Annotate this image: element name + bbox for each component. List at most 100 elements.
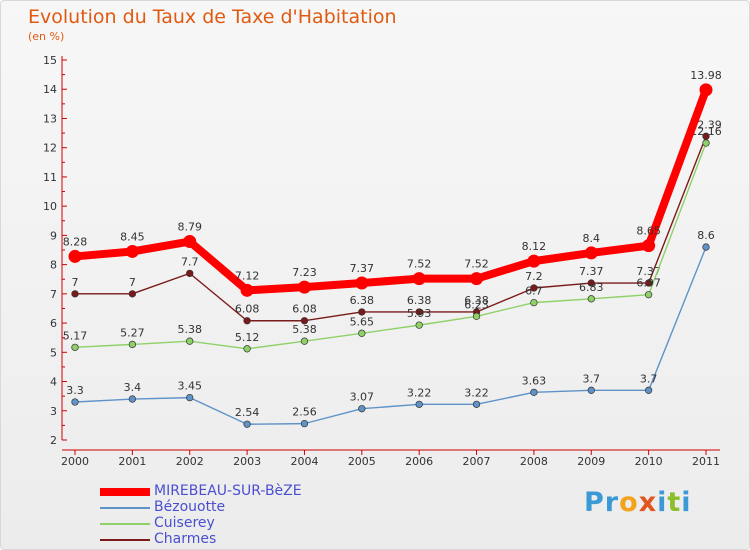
data-point-mirebeau-sur-b-ze: [240, 283, 254, 297]
data-label-mirebeau-sur-b-ze: 7.23: [292, 266, 317, 279]
y-tick-label: 11: [43, 171, 57, 184]
data-point-b-zouotte: [128, 395, 137, 403]
data-label-charmes: 7: [72, 276, 79, 289]
data-label-mirebeau-sur-b-ze: 8.65: [636, 225, 661, 238]
data-label-cuiserey: 6.97: [636, 277, 661, 290]
data-label-cuiserey: 5.38: [177, 323, 202, 336]
data-label-b-zouotte: 3.22: [407, 386, 432, 399]
data-point-b-zouotte: [702, 243, 710, 251]
x-tick-label: 2004: [290, 455, 318, 468]
data-label-cuiserey: 5.93: [407, 307, 432, 320]
data-point-cuiserey: [243, 345, 251, 353]
x-tick-label: 2005: [348, 455, 376, 468]
data-point-mirebeau-sur-b-ze: [125, 244, 139, 258]
data-point-mirebeau-sur-b-ze: [584, 246, 598, 260]
data-point-b-zouotte: [243, 420, 251, 428]
data-point-cuiserey: [71, 343, 79, 351]
data-point-cuiserey: [644, 291, 653, 299]
data-point-b-zouotte: [415, 400, 423, 408]
data-label-mirebeau-sur-b-ze: 7.37: [350, 262, 375, 275]
data-point-b-zouotte: [472, 400, 481, 408]
legend-label: Bézouotte: [154, 499, 226, 515]
data-label-b-zouotte: 3.22: [464, 386, 489, 399]
data-label-charmes: 7.7: [181, 255, 199, 268]
data-label-charmes: 7.37: [579, 265, 604, 278]
data-point-b-zouotte: [186, 393, 194, 402]
data-point-charmes: [587, 279, 595, 287]
data-point-mirebeau-sur-b-ze: [470, 272, 484, 286]
data-point-cuiserey: [587, 295, 595, 303]
x-tick-label: 2000: [61, 455, 89, 468]
data-label-charmes: 6.08: [292, 303, 317, 316]
data-label-cuiserey: 5.65: [350, 315, 375, 328]
data-point-mirebeau-sur-b-ze: [699, 83, 713, 97]
y-tick-label: 7: [50, 288, 57, 301]
x-tick-label: 2006: [405, 455, 433, 468]
series-line-mirebeau-sur-b-ze: [71, 85, 710, 295]
data-label-mirebeau-sur-b-ze: 7.12: [235, 269, 260, 282]
data-point-mirebeau-sur-b-ze: [642, 239, 656, 253]
data-label-charmes: 6.38: [464, 294, 489, 307]
data-point-b-zouotte: [530, 388, 538, 397]
data-label-charmes: 6.08: [235, 303, 260, 316]
y-tick-label: 15: [43, 54, 57, 67]
data-point-cuiserey: [472, 312, 481, 321]
data-label-charmes: 7.37: [636, 265, 661, 278]
series-line-cuiserey: [74, 142, 707, 350]
data-point-charmes: [186, 269, 194, 278]
data-label-mirebeau-sur-b-ze: 8.4: [583, 232, 601, 245]
y-tick-label: 5: [50, 346, 57, 359]
y-tick-label: 3: [50, 405, 57, 418]
legend-swatch: [100, 507, 150, 509]
data-label-b-zouotte: 3.63: [522, 374, 547, 387]
data-point-charmes: [243, 317, 251, 325]
data-point-mirebeau-sur-b-ze: [183, 235, 197, 249]
data-label-cuiserey: 6.83: [579, 281, 604, 294]
data-label-cuiserey: 5.38: [292, 323, 317, 336]
data-point-cuiserey: [128, 340, 137, 349]
x-tick-label: 2009: [577, 455, 605, 468]
data-point-charmes: [644, 279, 653, 287]
data-point-charmes: [530, 284, 538, 292]
y-tick-label: 2: [50, 434, 57, 447]
data-point-b-zouotte: [71, 398, 79, 406]
y-tick-label: 14: [43, 83, 57, 96]
data-label-mirebeau-sur-b-ze: 8.45: [120, 230, 145, 243]
data-point-cuiserey: [702, 139, 710, 147]
data-label-mirebeau-sur-b-ze: 13.98: [690, 69, 722, 82]
y-tick-label: 4: [50, 376, 57, 389]
y-tick-label: 8: [50, 259, 57, 272]
chart-title: Evolution du Taux de Taxe d'Habitation: [28, 6, 397, 28]
series-line-b-zouotte: [74, 246, 707, 425]
data-point-cuiserey: [530, 298, 538, 307]
data-label-charmes: 6.38: [350, 294, 375, 307]
data-label-b-zouotte: 2.56: [292, 406, 317, 419]
data-point-b-zouotte: [644, 386, 653, 394]
chart-unit-label: (en %): [28, 30, 65, 43]
data-label-charmes: 7: [129, 276, 136, 289]
data-point-charmes: [128, 290, 137, 298]
data-point-mirebeau-sur-b-ze: [355, 276, 369, 290]
data-point-mirebeau-sur-b-ze: [527, 254, 541, 268]
y-tick-label: 9: [50, 229, 57, 242]
data-label-b-zouotte: 2.54: [235, 406, 260, 419]
data-point-charmes: [300, 317, 309, 325]
data-label-cuiserey: 12.16: [690, 125, 722, 138]
x-tick-label: 2002: [176, 455, 204, 468]
data-point-cuiserey: [358, 329, 366, 337]
y-tick-label: 10: [43, 200, 57, 213]
data-label-b-zouotte: 3.4: [124, 381, 142, 394]
legend-swatch: [100, 488, 150, 496]
data-label-mirebeau-sur-b-ze: 8.12: [522, 240, 547, 253]
data-point-cuiserey: [415, 321, 423, 329]
data-label-b-zouotte: 8.6: [697, 229, 715, 242]
x-tick-label: 2003: [233, 455, 261, 468]
legend-label: Cuiserey: [154, 515, 215, 531]
data-label-cuiserey: 6.7: [525, 285, 543, 298]
data-label-cuiserey: 5.12: [235, 331, 260, 344]
legend-swatch: [100, 539, 150, 541]
data-point-b-zouotte: [300, 419, 309, 428]
data-label-cuiserey: 5.27: [120, 326, 145, 339]
data-label-mirebeau-sur-b-ze: 8.79: [177, 221, 202, 234]
